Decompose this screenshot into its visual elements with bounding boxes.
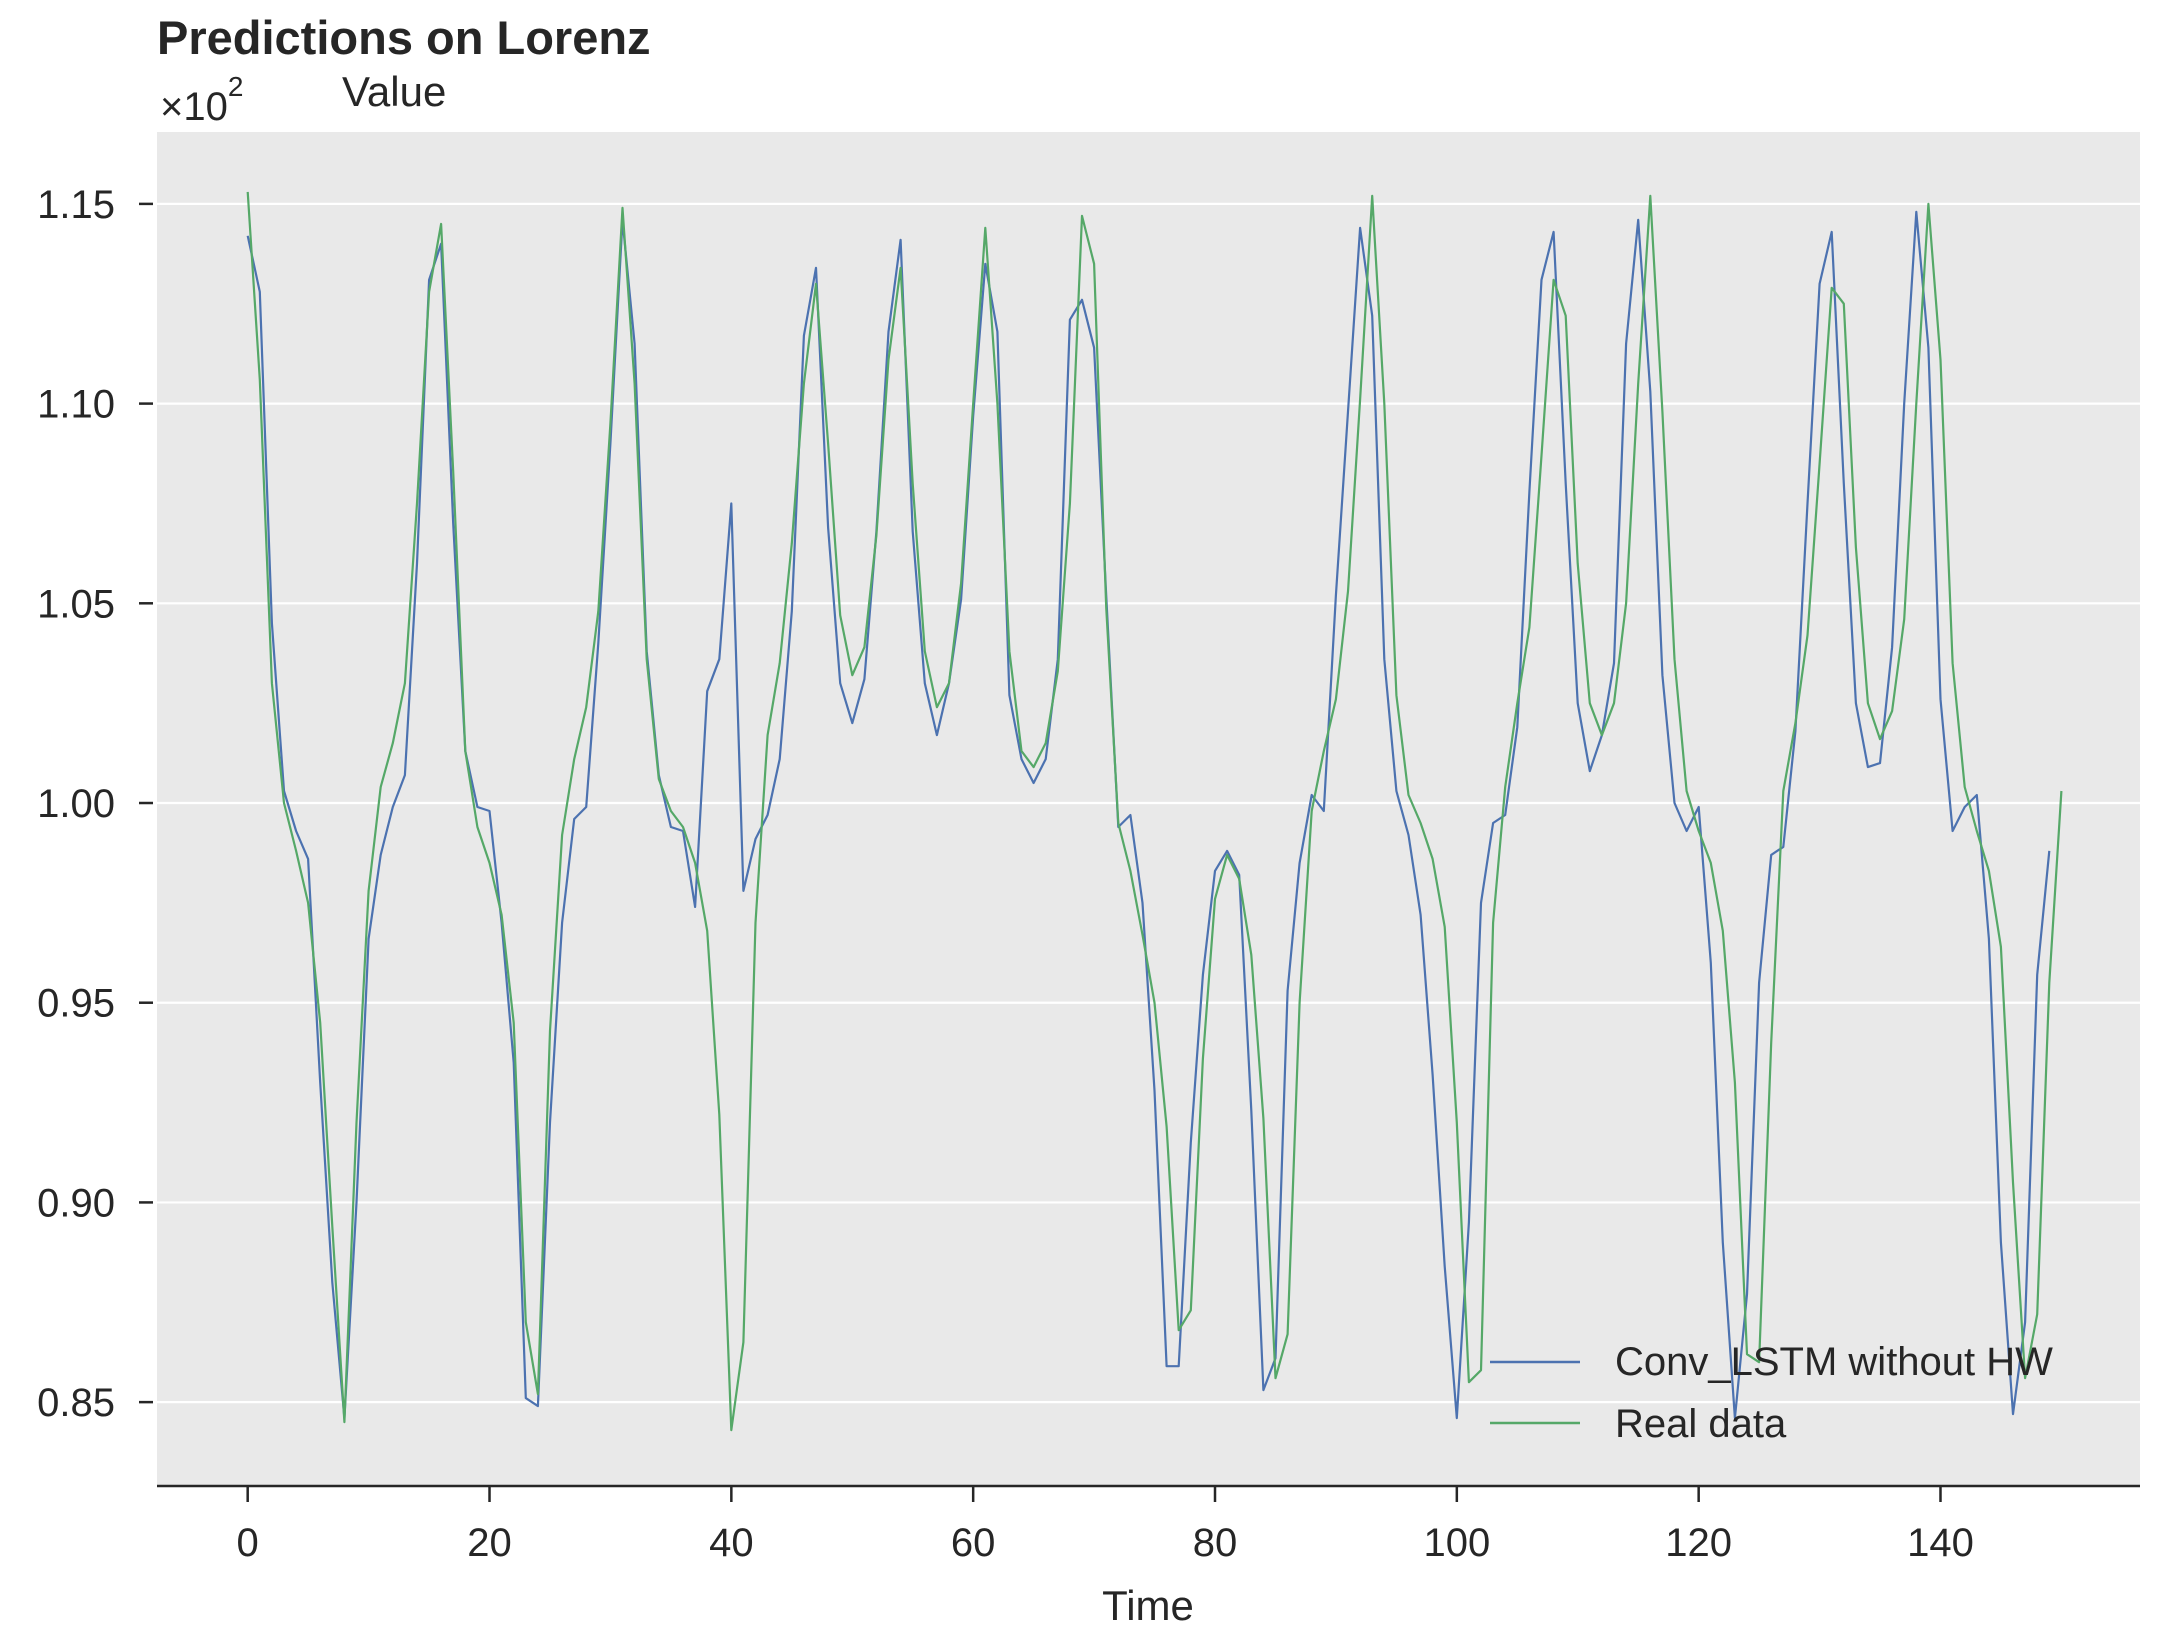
x-tick-label: 60 — [951, 1521, 996, 1565]
y-tick-label: 0.90 — [37, 1181, 115, 1225]
legend-label-conv-lstm: Conv_LSTM without HW — [1615, 1340, 2053, 1384]
x-ticks: 0 20 40 60 80 100 120 140 — [237, 1486, 1974, 1565]
y-scale-label: ×102 — [160, 71, 243, 129]
x-tick-label: 80 — [1193, 1521, 1238, 1565]
legend: Conv_LSTM without HW Real data — [1490, 1340, 2053, 1446]
series-layer — [246, 191, 2063, 1432]
x-tick-label: 20 — [467, 1521, 512, 1565]
x-axis-label: Time — [1102, 1582, 1194, 1629]
y-tick-label: 1.00 — [37, 782, 115, 826]
x-tick-label: 0 — [237, 1521, 259, 1565]
x-tick-label: 100 — [1423, 1521, 1490, 1565]
y-tick-label: 1.15 — [37, 183, 115, 227]
y-scale-base: ×10 — [160, 85, 228, 129]
legend-label-real-data: Real data — [1615, 1402, 1787, 1446]
x-tick-label: 40 — [709, 1521, 754, 1565]
series-line-conv-lstm-without-hw — [246, 210, 2051, 1420]
y-tick-label: 0.85 — [37, 1381, 115, 1425]
y-ticks: 0.85 0.90 0.95 1.00 1.05 1.10 1.15 — [37, 183, 153, 1425]
x-tick-label: 120 — [1665, 1521, 1732, 1565]
y-tick-label: 1.10 — [37, 383, 115, 427]
chart-title: Predictions on Lorenz — [157, 11, 651, 64]
y-axis-label: Value — [342, 68, 446, 115]
series-line-real-data — [246, 191, 2063, 1432]
y-tick-label: 1.05 — [37, 582, 115, 626]
y-tick-label: 0.95 — [37, 982, 115, 1026]
plot-area-background — [157, 132, 2140, 1486]
x-tick-label: 140 — [1907, 1521, 1974, 1565]
y-scale-exponent: 2 — [228, 71, 244, 102]
